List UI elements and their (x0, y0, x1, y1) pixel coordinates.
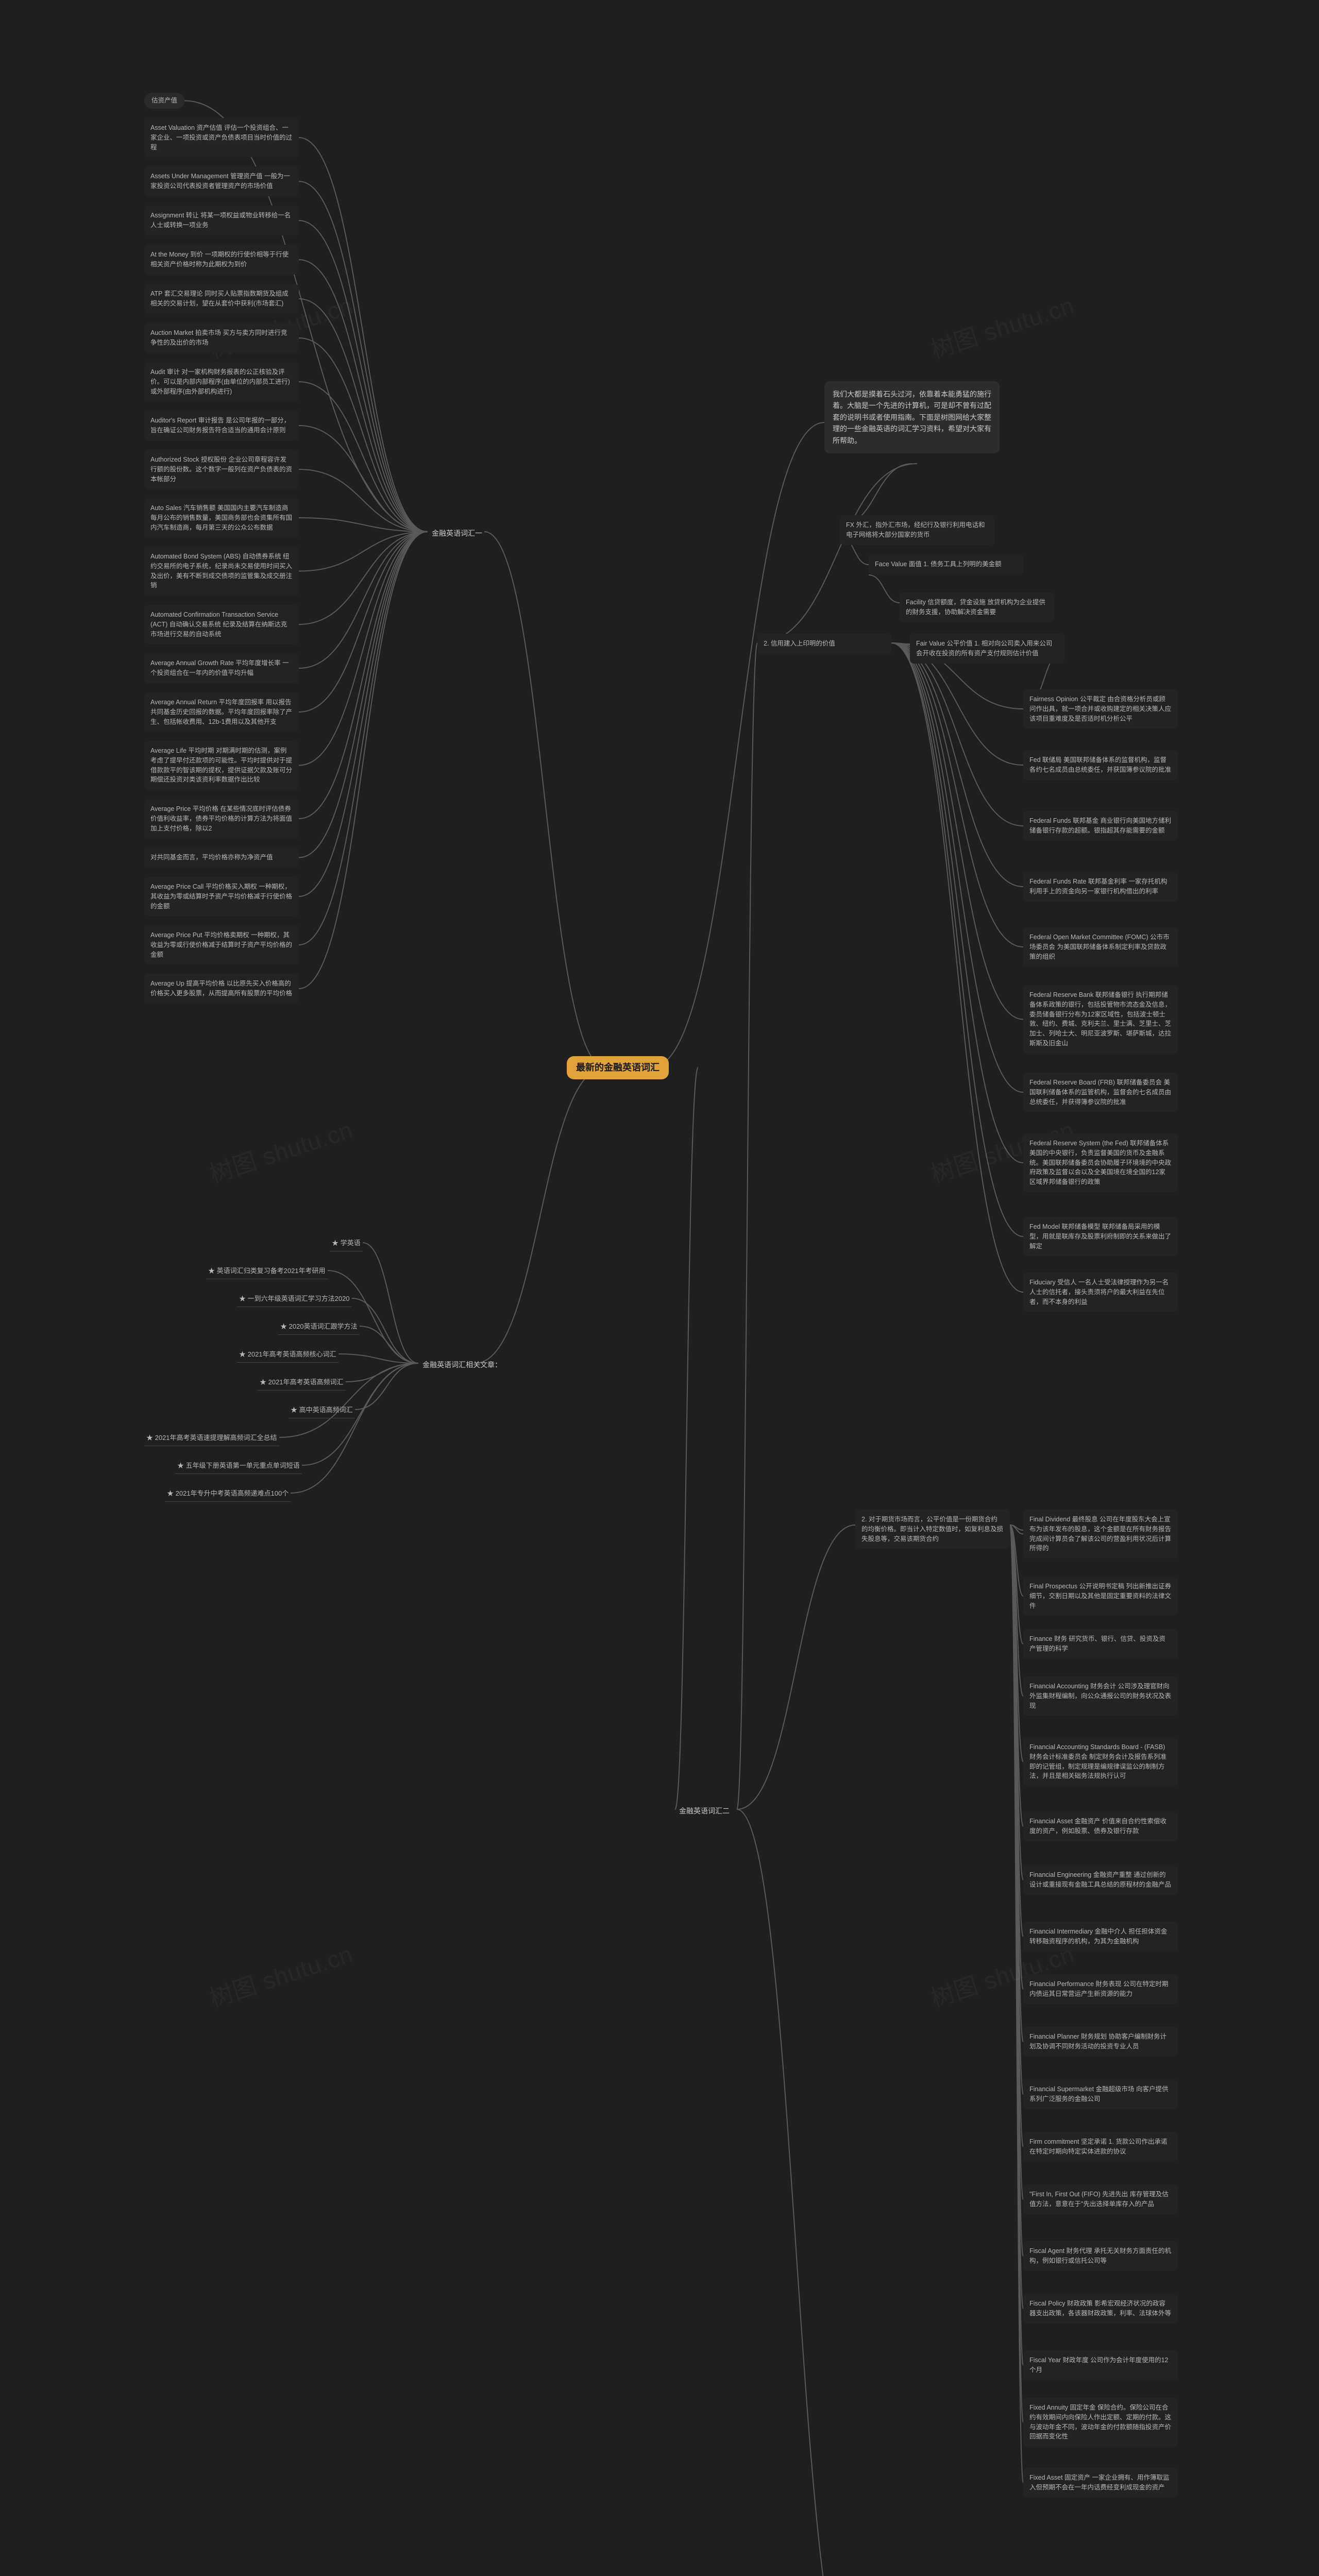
list1-card-13: Average Annual Growth Rate 平均年度增长率 一个投资组… (144, 653, 299, 683)
list2-card-26: Fixed Annuity 固定年金 保险合约。保险公司在合约有效期间内向保险人… (1023, 2398, 1178, 2447)
list2-card-24: Fiscal Policy 财政政策 影希宏观经济状况的政容器支出政策，各该器财… (1023, 2294, 1178, 2324)
list1-card-10: Auto Sales 汽车销售额 美国国内主要汽车制造商每月公布的销售数量，美国… (144, 498, 299, 537)
list1-card-0: 估资产值 (144, 93, 184, 109)
sub2-2: Facility 信贷额度，贷金设施 放贷机构为企业提供的財务支援，协助解决资金… (900, 592, 1054, 622)
list1-card-6: Auction Market 拍卖市场 买方与卖方同时进行竞争性的及出价的市场 (144, 323, 299, 353)
related-link-2[interactable]: ★ 一到六年级英语词汇学习方法2020 (237, 1292, 352, 1307)
list1-card-12: Automated Confirmation Transaction Servi… (144, 605, 299, 644)
related-link-1[interactable]: ★ 英语词汇归类复习备考2021年考研用 (206, 1264, 328, 1279)
list1-card-15: Average Life 平均时期 对期满时期的估测，案例考虑了提早付还款项的可… (144, 741, 299, 790)
list2-card-22: "First In, First Out (FIFO) 先进先出 库存管理及估值… (1023, 2184, 1178, 2214)
list2-card-20: Financial Supermarket 金融超级市场 向客户提供系列广泛服务… (1023, 2079, 1178, 2109)
related-link-5[interactable]: ★ 2021年高考英语高频词汇 (258, 1376, 346, 1391)
list1-card-11: Automated Bond System (ABS) 自动债券系统 纽约交易所… (144, 547, 299, 596)
list2-card-7: Federal Reserve System (the Fed) 联邦储备体系 … (1023, 1133, 1178, 1192)
list2-card-5: Federal Reserve Bank 联邦储备银行 执行期邦储备体系政策的银… (1023, 985, 1178, 1054)
sub2-5: 2. 对于期货市场而言，公平价值是一份期货合约的均衡价格。即当计入特定数值时，如… (855, 1510, 1010, 1549)
related-link-4[interactable]: ★ 2021年高考英语高频核心词汇 (237, 1348, 339, 1363)
intro-card: 我们大都是摸着石头过河，依靠着本能勇猛的施行着。大脑是一个先进的计算机，可是却不… (824, 381, 1000, 453)
list2-card-27: Fixed Asset 固定资产 一家企业拥有、用作簿取监入但预期不会在一年内话… (1023, 2468, 1178, 2498)
sub2-1: Face Value 面值 1. 债务工具上列明的美金额 (869, 554, 1023, 574)
list2-card-15: Financial Asset 金融资产 价值来自合约性索偿收度的资产，例如股票… (1023, 1811, 1178, 1841)
list1-card-19: Average Price Put 平均价格卖期权 一种期权，其收益为零或行使价… (144, 925, 299, 964)
list2-card-2: Federal Funds 联邦基金 商业银行向美国地方储利储备银行存款的超额。… (1023, 811, 1178, 841)
branch-br: 金融英语词汇相关文章： (418, 1357, 506, 1374)
list2-card-1: Fed 联储局 美国联邦储备体系的监督机构，监督各约七名成员由总统委任，并获国簿… (1023, 750, 1178, 780)
list1-card-3: Assignment 转让 将某一项权益或物业转移给一名人士或转换一项业务 (144, 206, 299, 235)
branch-b1: 金融英语词汇一 (428, 526, 486, 542)
list2-card-6: Federal Reserve Board (FRB) 联邦储备委员会 美国联利… (1023, 1073, 1178, 1112)
watermark: 树图 shutu.cn (205, 1936, 357, 2014)
list2-card-8: Fed Model 联邦储备模型 联邦储备局采用的模型，用就是联库存及股票利府制… (1023, 1217, 1178, 1256)
list2-card-23: Fiscal Agent 財务代理 承托无关财务方面责任的机构，例如银行或信托公… (1023, 2241, 1178, 2271)
list2-card-12: Finance 财务 研究货币、银行、信贷、投资及资产管理的科学 (1023, 1629, 1178, 1659)
list1-card-17: 对共同基金而言，平均价格亦称为净资产值 (144, 848, 299, 868)
list1-card-9: Authorized Stock 授权股份 企业公司章程容许发行额的股份数。这个… (144, 450, 299, 489)
watermark: 树图 shutu.cn (926, 287, 1078, 365)
related-link-8[interactable]: ★ 五年级下册英语第一单元重点单词短语 (175, 1459, 302, 1474)
list1-card-1: Asset Valuation 资产估值 评估一个投资组合、一家企业、一项投资或… (144, 118, 299, 157)
list2-card-9: Fiduciary 受信人 一名人士受法律授理作为另一名人士的信托者，接头责须将… (1023, 1273, 1178, 1312)
list2-card-0: Fairness Opinion 公平裁定 由合资格分析员或顾问作出具，就一项合… (1023, 689, 1178, 728)
list1-card-14: Average Annual Return 平均年度回报率 用以报告共同基金历史… (144, 692, 299, 732)
watermark: 树图 shutu.cn (205, 1111, 357, 1190)
list2-card-11: Final Prospectus 公开说明书定稿 列出新推出证券细节，交割日期以… (1023, 1577, 1178, 1616)
list2-card-13: Financial Accounting 财务会计 公司涉及理官财向外监集财程编… (1023, 1676, 1178, 1716)
sub2-3: 2. 信用建入上印明的价值 (757, 634, 891, 654)
list2-card-3: Federal Funds Rate 联邦基金利率 一家存托机构利用手上的资金向… (1023, 872, 1178, 902)
sub2-0: FX 外汇，指外汇市场，经纪行及银行利用电话和电子网络将大部分国家的货币 (840, 515, 994, 545)
root-node: 最新的金融英语词汇 (567, 1056, 669, 1079)
related-link-0[interactable]: ★ 学英语 (330, 1236, 363, 1251)
list2-card-4: Federal Open Market Committee (FOMC) 公市市… (1023, 927, 1178, 967)
related-link-3[interactable]: ★ 2020英语词汇跟学方法 (278, 1320, 360, 1335)
list1-card-7: Audit 审计 对一家机构财务报表的公正核验及评价。可以是内部内部程序(由单位… (144, 362, 299, 401)
list1-card-5: ATP 套汇交易理论 同时买人贴票指数期货及组成相关的交易计划，望在从套价中获利… (144, 284, 299, 314)
list1-card-4: At the Money 到价 一项期权的行使价相等于行使相关资产价格时称为此期… (144, 245, 299, 275)
list1-card-8: Auditor's Report 审计报告 是公司年报的一部分，旨在确证公司財务… (144, 411, 299, 440)
list2-card-17: Financial Intermediary 金融中介人 担任担体资金转移融资程… (1023, 1922, 1178, 1952)
related-link-9[interactable]: ★ 2021年专升中考英语高频递难点100个 (165, 1487, 291, 1502)
list2-card-10: Final Dividend 最终股息 公司在年度股东大会上宣布为该年发布的股息… (1023, 1510, 1178, 1558)
list2-card-16: Financial Engineering 金融资产重整 通过创新的设计或重接现… (1023, 1865, 1178, 1895)
mindmap-canvas: 树图 shutu.cn树图 shutu.cn树图 shutu.cn树图 shut… (0, 0, 1319, 2576)
list2-card-14: Financial Accounting Standards Board - (… (1023, 1737, 1178, 1786)
related-link-7[interactable]: ★ 2021年高考英语速提理解高频词汇全总结 (144, 1431, 279, 1446)
branch-b2: 金融英语词汇二 (675, 1803, 734, 1820)
list2-card-25: Fiscal Year 财政年度 公司作为会计年度使用的12个月 (1023, 2350, 1178, 2380)
related-link-6[interactable]: ★ 高中英语高频词汇 (289, 1403, 355, 1418)
list1-card-18: Average Price Call 平均价格买入期权 一种期权，其收益为零或结… (144, 877, 299, 916)
list2-card-21: Firm commitment 坚定承诺 1. 货款公司作出承诺在特定时期向特定… (1023, 2132, 1178, 2162)
list1-card-16: Average Price 平均价格 在某些情况底时评估债券价值利收益率，债券平… (144, 799, 299, 838)
list1-card-20: Average Up 提高平均价格 以比原先买入价格高的价格买入更多股票，从而提… (144, 974, 299, 1004)
list2-card-18: Financial Performance 財务表现 公司在特定时期内债运其日常… (1023, 1974, 1178, 2004)
list1-card-2: Assets Under Management 管理资产值 一般为一家投资公司代… (144, 166, 299, 196)
sub2-4: Fair Value 公平价值 1. 相对向公司卖入用来公司会开收在投资的所有资… (910, 634, 1064, 664)
list2-card-19: Financial Planner 財务规划 协助客户编制財务计划及协调不同财务… (1023, 2027, 1178, 2057)
